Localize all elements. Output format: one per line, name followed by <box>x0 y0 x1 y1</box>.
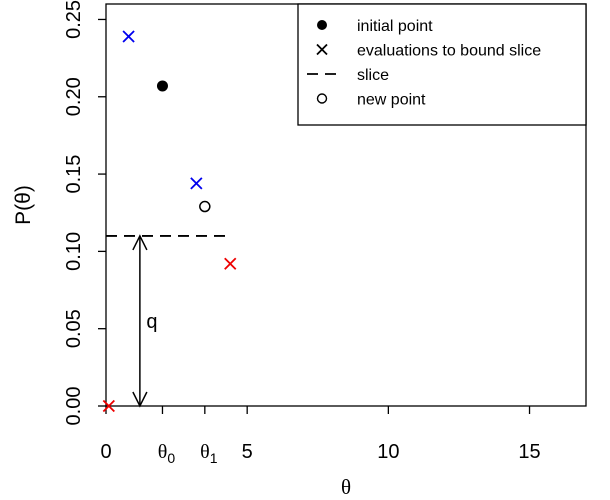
y-tick-label: 0.10 <box>63 232 85 271</box>
cross-stroke-b <box>102 399 115 413</box>
theta-subscript: 1 <box>210 450 218 466</box>
legend-open-circle-icon <box>316 93 328 104</box>
legend-cross-icon <box>316 43 328 56</box>
theta-symbol: θ <box>158 441 168 463</box>
theta-special-ticks: θ0 θ1 <box>158 406 218 466</box>
q-label: q <box>146 311 157 333</box>
new-point-marker <box>199 200 211 213</box>
q-arrow-head-bottom <box>132 391 148 408</box>
evaluation-cross-marker <box>122 30 135 43</box>
x-tick-label: 0 <box>100 441 111 463</box>
x-tick-label: 10 <box>377 441 399 463</box>
y-axis-label: P(θ) <box>12 185 35 225</box>
y-tick-label: 0.20 <box>63 77 85 116</box>
legend-label: evaluations to bound slice <box>357 43 541 60</box>
legend-box <box>297 3 587 126</box>
theta-symbol: θ <box>200 441 210 463</box>
x-tick-label: 15 <box>518 441 540 463</box>
y-tick-label: 0.25 <box>63 0 85 39</box>
x-tick-label: 5 <box>242 441 253 463</box>
x-axis-label: θ <box>341 475 351 499</box>
y-axis: 0.00 0.05 0.10 0.15 0.20 0.25 <box>63 0 106 425</box>
y-tick-label: 0.00 <box>63 387 85 426</box>
legend-label: slice <box>357 67 389 84</box>
cross-stroke-b <box>224 257 237 270</box>
x-axis: 0 5 10 15 <box>100 406 541 463</box>
cross-stroke-b <box>190 177 203 190</box>
q-arrow-head-top <box>132 234 148 251</box>
cross-stroke-b <box>316 43 328 56</box>
evaluation-cross-marker <box>224 257 237 270</box>
cross-stroke-b <box>122 30 135 43</box>
q-arrow-layer: q <box>132 234 157 408</box>
y-tick-label: 0.15 <box>63 155 85 194</box>
legend-label: new point <box>357 92 426 109</box>
legend-label: initial point <box>357 18 433 35</box>
evaluation-cross-marker <box>102 399 115 413</box>
y-tick-label: 0.05 <box>63 309 85 348</box>
evaluation-cross-marker <box>190 177 203 190</box>
theta-tick-label: θ1 <box>200 441 218 466</box>
points-layer <box>102 30 237 413</box>
legend: initial point evaluations to bound slice s… <box>297 3 587 126</box>
initial-point-marker <box>156 80 168 92</box>
theta-tick-label: θ0 <box>158 441 176 466</box>
theta-subscript: 0 <box>167 450 175 466</box>
legend-filled-circle-icon <box>317 20 327 30</box>
